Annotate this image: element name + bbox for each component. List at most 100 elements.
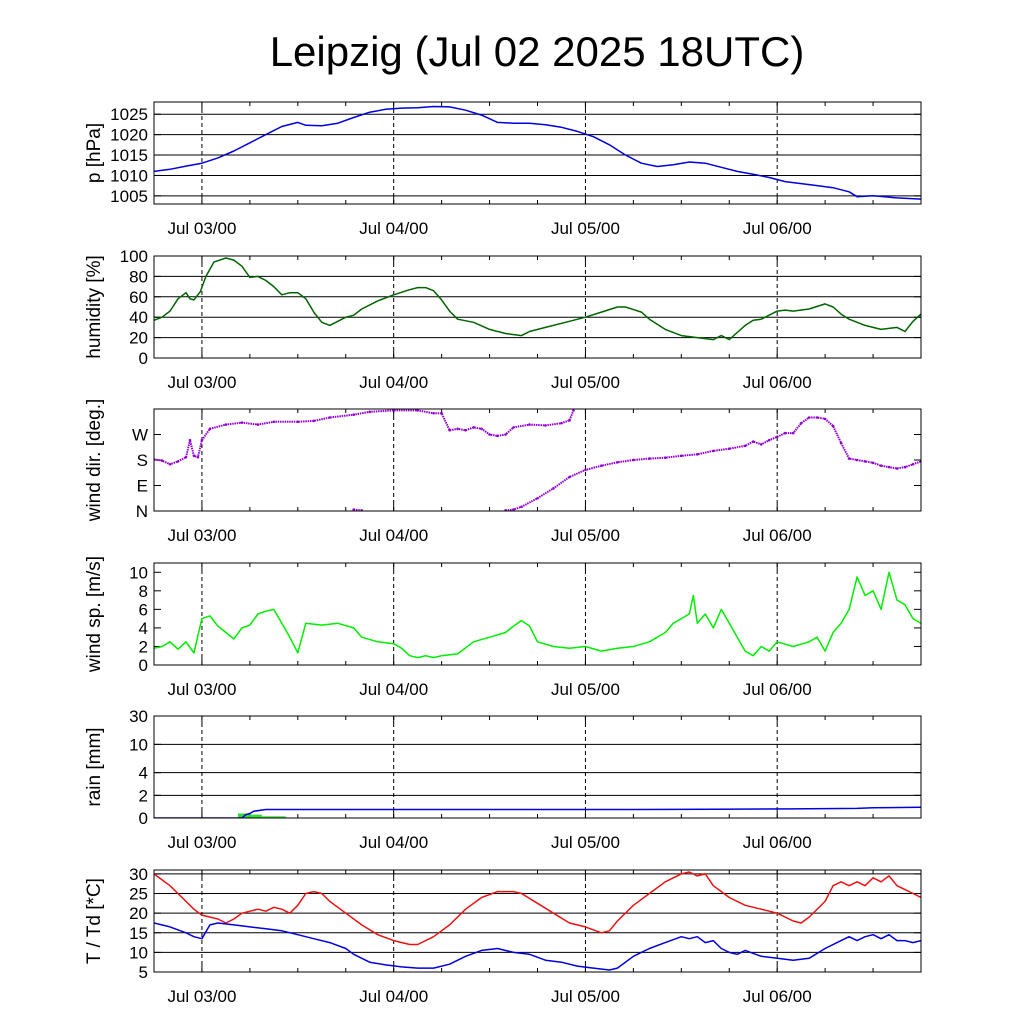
- wind-dir-point: [743, 444, 747, 448]
- y-tick-label: 1020: [110, 126, 148, 145]
- wind-dir-point: [496, 434, 499, 438]
- x-tick-label: Jul 04/00: [359, 373, 428, 392]
- y-tick-label: 1025: [110, 105, 148, 124]
- y-tick-label: 80: [129, 267, 148, 286]
- wind-dir-point: [352, 413, 356, 416]
- wind-dir-point: [952, 453, 955, 456]
- wind-dir-point: [839, 441, 843, 445]
- y-tick-label: 0: [139, 656, 148, 675]
- x-tick-label: Jul 06/00: [743, 526, 812, 545]
- x-tick-label: Jul 05/00: [551, 526, 620, 545]
- y-axis-label: T / Td [*C]: [84, 878, 105, 964]
- plot-area: [154, 871, 921, 971]
- wind-dir-point: [799, 421, 803, 425]
- x-tick-label: Jul 03/00: [167, 373, 236, 392]
- y-tick-label: 30: [129, 865, 148, 884]
- wind-dir-point: [936, 459, 939, 462]
- y-tick-label: 1010: [110, 166, 148, 185]
- y-tick-label: N: [136, 502, 148, 521]
- series-humidity: [154, 257, 921, 341]
- wind-dir-point: [727, 447, 731, 450]
- wind-dir-point: [176, 460, 180, 463]
- y-tick-label: 5: [139, 963, 148, 982]
- y-axis-label: p [hPa]: [84, 123, 105, 183]
- y-tick-label: 4: [139, 764, 148, 783]
- wind-dir-point: [568, 419, 571, 422]
- y-tick-label: 4: [139, 619, 148, 638]
- wind-dir-point: [1016, 449, 1019, 452]
- panel-frame: [153, 562, 922, 666]
- series-temperature: [154, 871, 921, 946]
- wind-dir-point: [1000, 454, 1003, 457]
- y-axis-label: rain [mm]: [84, 727, 105, 806]
- y-tick-label: 10: [129, 735, 148, 754]
- y-tick-label: 40: [129, 308, 148, 327]
- wind-dir-point: [711, 449, 715, 453]
- wind-dir-point: [783, 431, 787, 435]
- wind-dir-point: [488, 433, 491, 436]
- wind-dir-point: [895, 467, 899, 470]
- wind-dir-point: [759, 443, 763, 446]
- wind-dir-point: [984, 460, 987, 463]
- x-tick-label: Jul 03/00: [167, 526, 236, 545]
- series-wind_speed: [154, 571, 921, 659]
- wind-dir-point: [512, 426, 515, 429]
- x-tick-label: Jul 06/00: [743, 833, 812, 852]
- panel-frame: [153, 869, 922, 973]
- y-tick-label: 0: [139, 349, 148, 368]
- y-tick-label: 6: [139, 600, 148, 619]
- series-wind_dir: [505, 416, 921, 511]
- wind-dir-point: [528, 423, 531, 426]
- y-axis-label: wind sp. [m/s]: [84, 556, 105, 673]
- wind-dir-point: [560, 421, 563, 425]
- wind-dir-point: [352, 508, 356, 511]
- wind-dir-point: [695, 453, 699, 456]
- wind-dir-point: [184, 455, 188, 459]
- y-axis-label: wind dir. [deg.]: [84, 399, 105, 523]
- wind-dir-point: [572, 409, 575, 412]
- wind-dir-point: [504, 433, 507, 436]
- x-tick-label: Jul 03/00: [167, 680, 236, 699]
- wind-dir-point: [480, 427, 483, 431]
- y-tick-label: 20: [129, 904, 148, 923]
- wind-dir-point: [552, 487, 555, 490]
- wind-dir-point: [448, 428, 451, 432]
- x-tick-label: Jul 05/00: [551, 680, 620, 699]
- x-tick-label: Jul 05/00: [551, 219, 620, 238]
- wind-dir-point: [616, 460, 619, 464]
- wind-dir-point: [863, 460, 867, 463]
- wind-dir-point: [200, 438, 204, 442]
- wind-dir-point: [312, 419, 316, 423]
- y-tick-label: 20: [129, 329, 148, 348]
- x-tick-label: Jul 06/00: [743, 219, 812, 238]
- series-wind_dir: [154, 409, 575, 466]
- x-tick-label: Jul 04/00: [359, 526, 428, 545]
- y-tick-label: 2: [139, 637, 148, 656]
- series-wind_dir: [353, 508, 362, 511]
- wind-dir-point: [584, 468, 587, 472]
- wind-dir-point: [456, 427, 459, 431]
- wind-dir-point: [847, 457, 851, 460]
- y-tick-label: 8: [139, 582, 148, 601]
- x-tick-label: Jul 05/00: [551, 987, 620, 1006]
- wind-dir-point: [807, 416, 811, 419]
- y-tick-label: 10: [129, 563, 148, 582]
- wind-dir-point: [544, 424, 547, 427]
- y-tick-label: 1015: [110, 146, 148, 165]
- chart-title: Leipzig (Jul 02 2025 18UTC): [270, 28, 805, 75]
- x-tick-label: Jul 04/00: [359, 833, 428, 852]
- wind-dir-point: [196, 455, 200, 459]
- y-tick-label: 2: [139, 786, 148, 805]
- wind-dir-point: [944, 456, 947, 459]
- y-tick-label: 100: [120, 247, 148, 266]
- x-tick-label: Jul 03/00: [167, 987, 236, 1006]
- wind-dir-point: [600, 464, 603, 467]
- wind-dir-point: [879, 464, 883, 467]
- panel-frame: [153, 408, 922, 512]
- wind-dir-point: [960, 452, 963, 455]
- wind-dir-point: [775, 435, 779, 439]
- wind-dir-point: [392, 409, 395, 412]
